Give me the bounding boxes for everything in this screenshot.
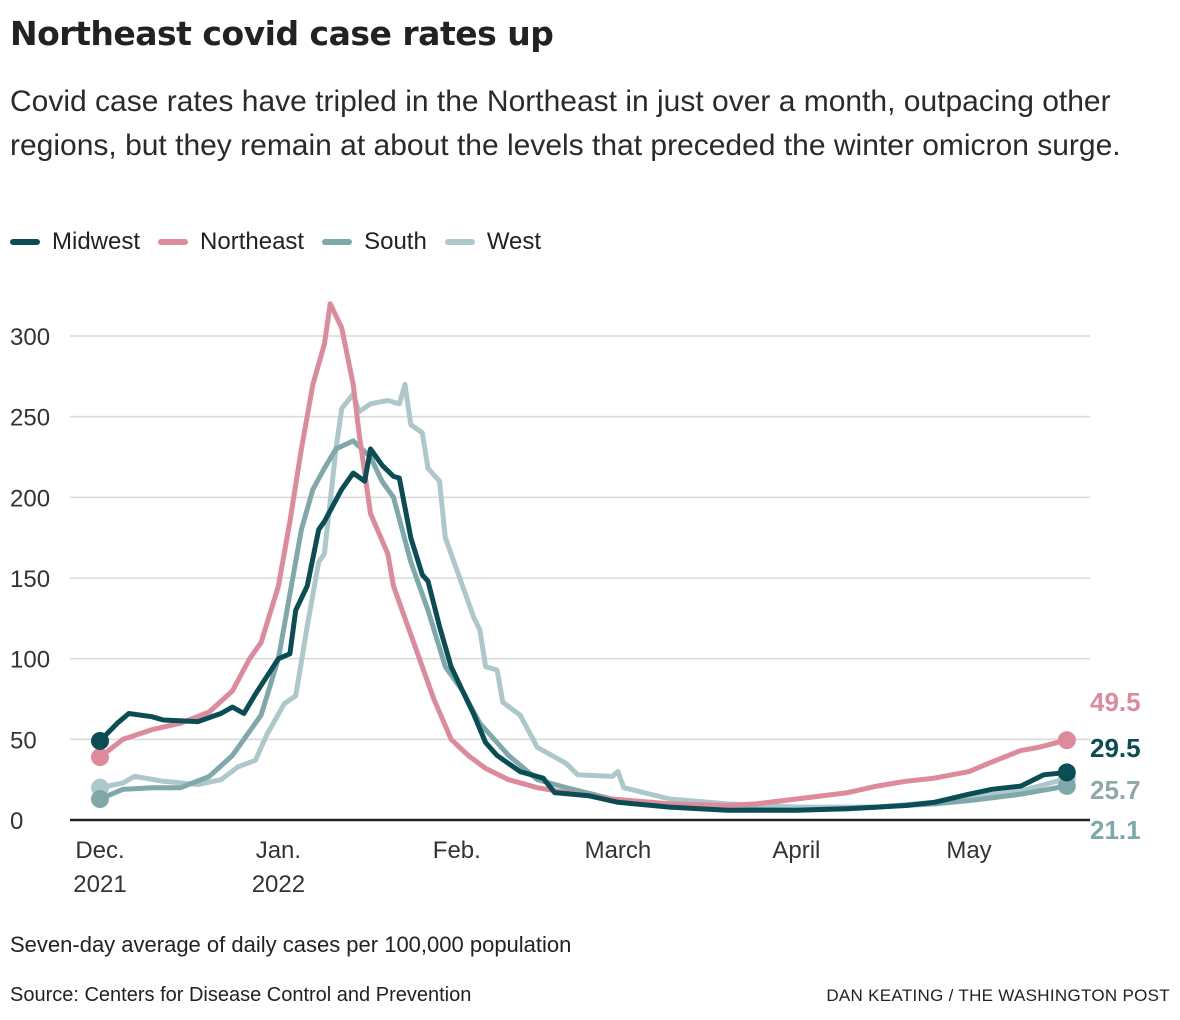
series-line-midwest — [97, 446, 1070, 813]
x-tick-year: 2021 — [73, 871, 126, 898]
x-tick-label: Feb. — [433, 837, 481, 864]
chart-subtitle: Covid case rates have tripled in the Nor… — [10, 85, 1121, 162]
legend: Midwest Northeast South West — [10, 228, 541, 256]
start-point-midwest — [91, 731, 109, 750]
end-label-west: 25.7 — [1090, 775, 1141, 805]
y-tick-label: 250 — [10, 405, 50, 432]
x-tick-label: Dec. — [75, 837, 124, 864]
end-label-midwest: 29.5 — [1090, 733, 1141, 763]
x-tick-label: March — [585, 837, 652, 864]
series-line-south — [97, 438, 1070, 813]
x-tick-year: 2022 — [252, 871, 305, 898]
legend-label: South — [364, 228, 427, 255]
chart-title: Northeast covid case rates up — [10, 14, 554, 53]
x-tick-label: May — [946, 837, 991, 864]
x-tick-label: Jan. — [256, 837, 301, 864]
legend-item-midwest: Midwest — [10, 228, 140, 256]
legend-label: West — [486, 228, 542, 255]
legend-swatch — [444, 239, 475, 245]
x-tick-label: April — [772, 837, 820, 864]
source: Source: Centers for Disease Control and … — [10, 984, 472, 1006]
chart-note: Seven-day average of daily cases per 100… — [10, 932, 572, 957]
y-tick-label: 200 — [10, 485, 50, 512]
legend-label: Midwest — [52, 228, 141, 255]
y-tick-label: 100 — [10, 647, 50, 674]
legend-item-south: South — [322, 228, 427, 256]
start-point-northeast — [91, 748, 109, 767]
y-tick-label: 150 — [10, 566, 50, 593]
end-point-south — [1057, 776, 1076, 795]
end-point-midwest — [1057, 763, 1076, 782]
y-tick-label: 0 — [10, 808, 23, 835]
series-line-northeast — [97, 301, 1070, 808]
end-label-south: 21.1 — [1090, 815, 1141, 845]
legend-label: Northeast — [200, 228, 305, 255]
legend-swatch — [322, 239, 353, 245]
series-line-west — [97, 381, 1070, 810]
y-tick-label: 300 — [10, 324, 50, 351]
legend-item-west: West — [444, 228, 542, 256]
legend-swatch — [10, 239, 40, 245]
y-tick-label: 50 — [10, 727, 37, 754]
legend-item-northeast: Northeast — [158, 228, 304, 256]
end-label-northeast: 49.5 — [1090, 687, 1141, 717]
start-point-south — [91, 790, 109, 809]
legend-swatch — [158, 239, 189, 245]
end-point-northeast — [1057, 731, 1076, 750]
credit: DAN KEATING / THE WASHINGTON POST — [826, 986, 1170, 1005]
